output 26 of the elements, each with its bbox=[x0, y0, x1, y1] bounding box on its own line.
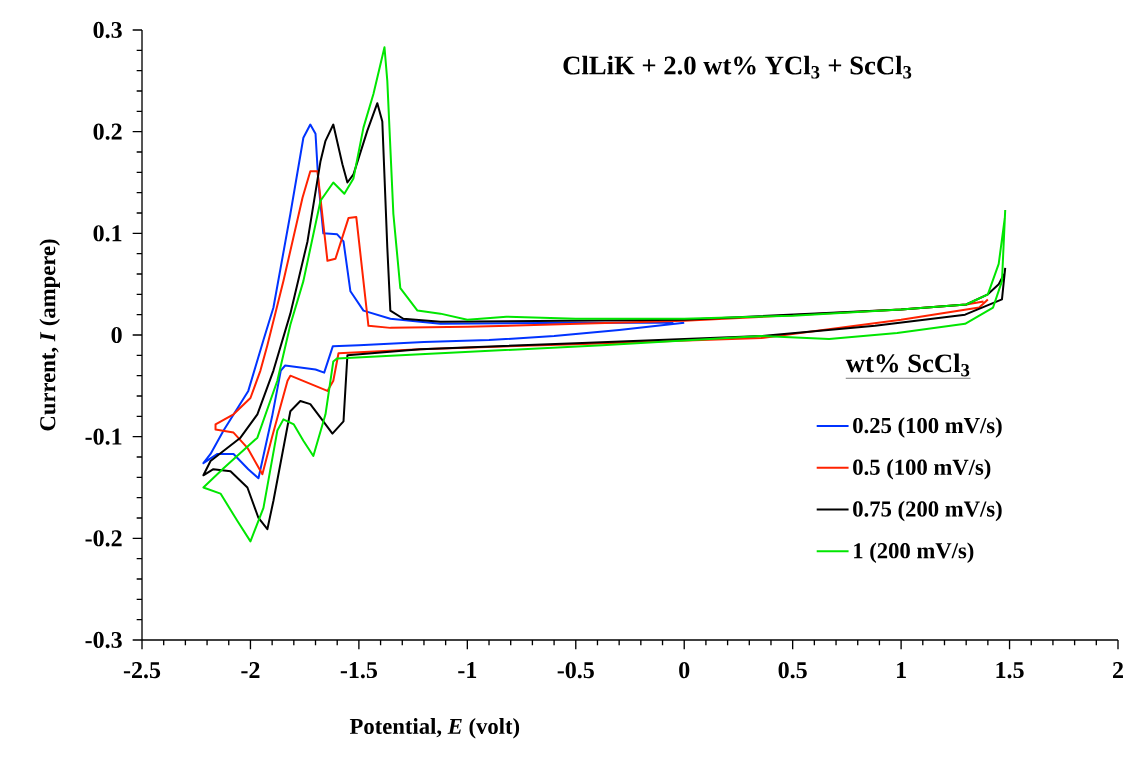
y-tick-label: 0 bbox=[111, 326, 122, 344]
x-tick-label: 1.5 bbox=[996, 662, 1024, 679]
x-tick-label: 1 bbox=[897, 662, 906, 678]
x-tick-label: -1.5 bbox=[340, 662, 378, 679]
x-tick-label: 0.5 bbox=[778, 662, 807, 679]
y-tick-label: 0.2 bbox=[93, 123, 122, 140]
x-axis-title: Potential, E (volt) bbox=[349, 718, 520, 739]
x-tick-label: 0 bbox=[679, 662, 690, 679]
y-tick-label: -0.3 bbox=[85, 631, 122, 649]
legend-label: 0.75 (200 mV/s) bbox=[853, 500, 1002, 522]
line-series bbox=[202, 123, 686, 480]
y-tick-label: 0.1 bbox=[93, 225, 122, 242]
x-tick-label: 2 bbox=[1113, 662, 1123, 678]
legend-label: 1 (200 mV/s) bbox=[854, 542, 974, 563]
legend-label: 0.5 (100 mV/s) bbox=[853, 458, 991, 480]
y-tick-label: -0.2 bbox=[85, 530, 122, 547]
legend-title: wt% ScCl$_{3}$ bbox=[845, 353, 970, 377]
x-tick-label: -1 bbox=[458, 662, 477, 678]
legend-label: 0.25 (100 mV/s) bbox=[853, 417, 1002, 438]
x-tick-label: -0.5 bbox=[557, 662, 594, 679]
y-tick-label: -0.1 bbox=[85, 428, 122, 445]
y-tick-label: 0.3 bbox=[93, 21, 122, 39]
y-axis-title: Current, I (ampere) bbox=[39, 239, 60, 431]
x-tick-label: -2 bbox=[241, 662, 260, 678]
text: ClLiK + 2.0 wt% YCl$_{3}$ + ScCl$_{3}$ bbox=[563, 55, 912, 79]
x-tick-label: -2.5 bbox=[123, 662, 161, 679]
